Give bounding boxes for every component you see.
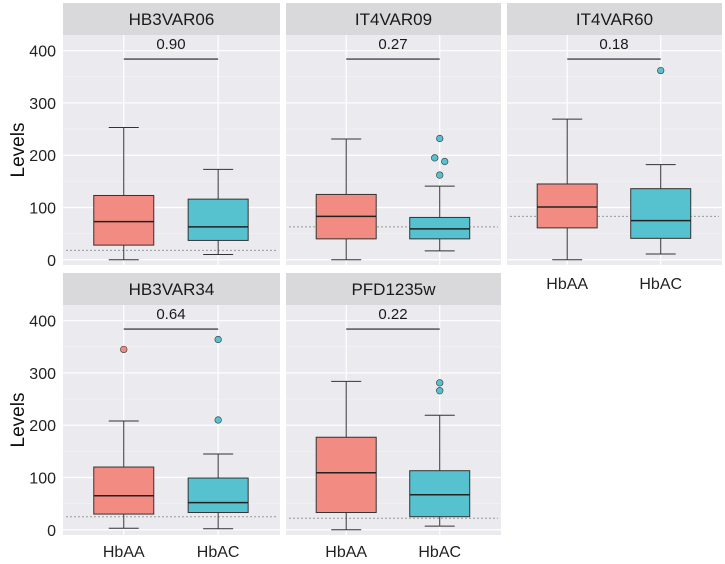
facet-title: HB3VAR06: [129, 10, 215, 29]
y-tick-label: 0: [47, 253, 56, 270]
y-tick-label: 300: [29, 96, 56, 113]
outlier-point: [657, 66, 665, 75]
p-value-label: 0.18: [599, 36, 628, 53]
y-tick-label: 100: [29, 201, 56, 218]
y-tick-label: 400: [29, 44, 56, 61]
y-tick-label: 100: [29, 471, 56, 488]
y-tick-label: 200: [29, 418, 56, 435]
outlier-point: [214, 416, 222, 424]
outlier-point: [120, 345, 128, 354]
outlier-point: [441, 157, 449, 166]
x-tick-label: HbAC: [639, 276, 682, 293]
box-hbac: [630, 188, 692, 239]
p-value-label: 0.27: [378, 36, 407, 53]
y-tick-label: 300: [29, 366, 56, 383]
outlier-point: [436, 387, 444, 395]
x-tick-label: HbAA: [546, 276, 588, 293]
p-value-label: 0.64: [156, 306, 185, 323]
facet-strip: [286, 3, 501, 35]
box-hbac: [409, 470, 471, 518]
y-tick-label: 400: [29, 314, 56, 331]
facet-strip: [63, 3, 280, 35]
x-tick-label: HbAC: [197, 544, 240, 561]
box-hbaa: [536, 183, 598, 229]
outlier-point: [431, 154, 439, 162]
y-tick-label: 200: [29, 148, 56, 165]
p-value-label: 0.90: [156, 36, 185, 53]
facet-strip: [507, 3, 722, 35]
y-axis-label: Levels: [8, 123, 29, 178]
box-hbac: [187, 198, 249, 241]
box-hbaa: [93, 194, 155, 246]
facet-strip: [63, 273, 280, 305]
x-tick-label: HbAA: [103, 544, 145, 561]
y-axis-label: Levels: [8, 393, 29, 448]
outlier-point: [436, 379, 444, 387]
outlier-point: [436, 171, 444, 179]
facet-strip: [286, 273, 501, 305]
outlier-point: [214, 335, 222, 344]
facet-title: IT4VAR09: [355, 10, 432, 29]
box-hbac: [187, 477, 249, 514]
p-value-label: 0.22: [378, 306, 407, 323]
x-tick-label: HbAC: [418, 544, 461, 561]
x-tick-label: HbAA: [325, 544, 367, 561]
box-hbaa: [93, 466, 155, 515]
box-hbaa: [315, 436, 377, 514]
facet-title: IT4VAR60: [576, 10, 653, 29]
box-hbac: [409, 216, 471, 240]
y-tick-label: 0: [47, 523, 56, 540]
outlier-point: [436, 134, 444, 143]
facet-title: PFD1235w: [351, 280, 436, 299]
facet-title: HB3VAR34: [129, 280, 215, 299]
